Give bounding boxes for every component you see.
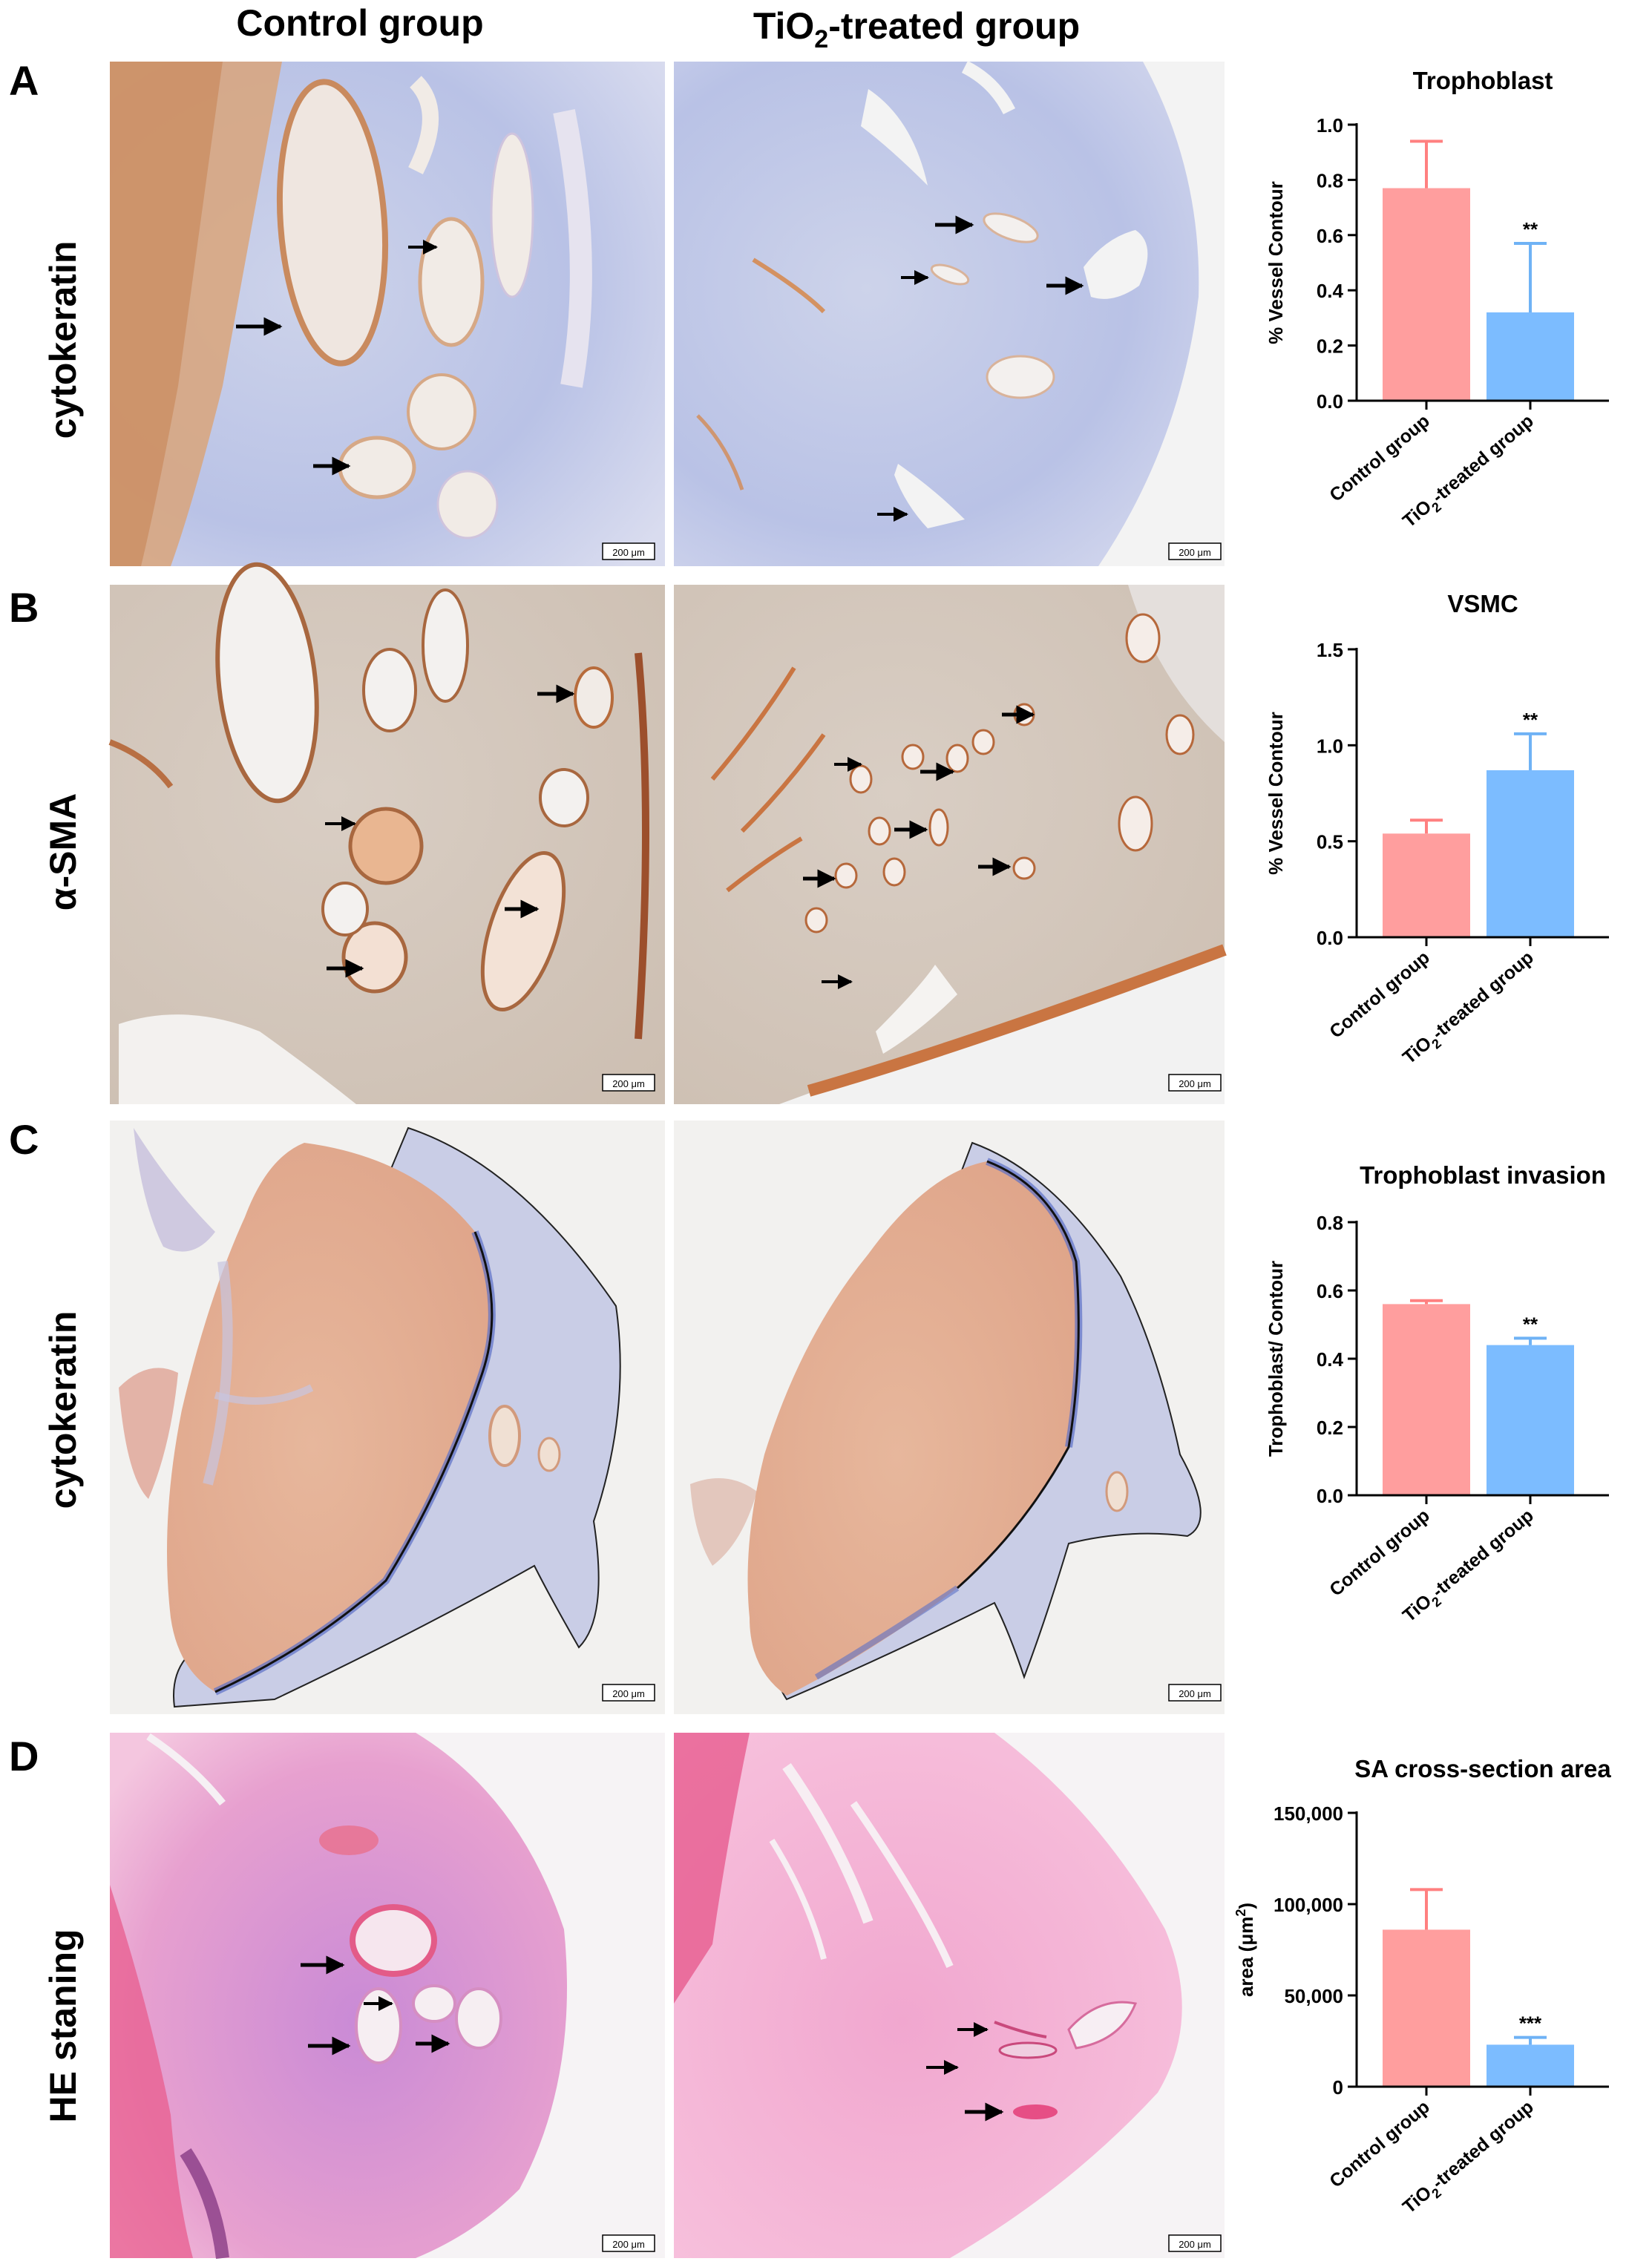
bar (1487, 1345, 1574, 1495)
micrograph-a-control: 200 μm (110, 62, 665, 566)
bar-chart-sa-cross-section-area: SA cross-section area 0 50,000 100,000 150,0… (1233, 1755, 1611, 2217)
bar (1383, 1304, 1470, 1495)
bar (1383, 833, 1470, 937)
significance-marker: ** (1523, 1313, 1538, 1335)
micrograph-a-treated: 200 μm (674, 60, 1225, 566)
panel-letter-a: A (9, 57, 39, 104)
micrograph-d-control: 200 μm (110, 1733, 665, 2260)
scale-bar-label: 200 μm (612, 1078, 645, 1089)
row-label-a: cytokeratin (42, 241, 84, 439)
bar (1487, 2044, 1574, 2087)
column-header-treated: TiO2-treated group (753, 5, 1080, 53)
chart-title: SA cross-section area (1354, 1755, 1611, 1782)
chart-title: VSMC (1447, 590, 1518, 617)
y-tick-label: 0.4 (1317, 280, 1344, 302)
significance-marker: ** (1523, 218, 1538, 240)
micrograph-b-control: 200 μm (108, 562, 665, 1104)
y-tick-label: 0.8 (1317, 1212, 1343, 1234)
scale-bar-label: 200 μm (612, 2239, 645, 2250)
panel-letter-d: D (9, 1733, 39, 1779)
y-axis-label: % Vessel Contour (1265, 181, 1287, 344)
micrograph-c-treated: 200 μm (674, 1121, 1225, 1714)
micrograph-b-treated: 200 μm (674, 585, 1227, 1104)
y-tick-label: 50,000 (1284, 1985, 1343, 2007)
panel-b: B α-SMA 200 μm (9, 562, 1227, 1104)
bar (1487, 312, 1574, 401)
scale-bar-label: 200 μm (1179, 1688, 1211, 1699)
scale-bar-label: 200 μm (612, 1688, 645, 1699)
scale-bar-label: 200 μm (612, 547, 645, 558)
scale-bar-label: 200 μm (1179, 2239, 1211, 2250)
y-tick-label: 0.2 (1317, 1417, 1343, 1439)
bar-chart-trophoblast-invasion: Trophoblast invasion 0.0 0.2 0.4 0.6 0.8 Troph… (1265, 1161, 1609, 1626)
row-label-b: α-SMA (42, 793, 84, 911)
y-tick-label: 1.5 (1317, 639, 1343, 661)
y-tick-label: 0.5 (1317, 831, 1343, 853)
y-tick-label: 0.8 (1317, 169, 1343, 191)
bar (1383, 188, 1470, 401)
y-tick-label: 0.0 (1317, 927, 1343, 949)
micrograph-c-control: 200 μm (110, 1121, 665, 1714)
chart-title: Trophoblast (1413, 67, 1553, 94)
y-tick-label: 0.6 (1317, 225, 1343, 247)
row-label-c: cytokeratin (42, 1311, 84, 1509)
micrograph-d-treated: 200 μm (674, 1733, 1225, 2258)
y-tick-label: 0.4 (1317, 1348, 1344, 1371)
y-tick-label: 0.0 (1317, 390, 1343, 413)
y-axis-label: area (μm2) (1233, 1903, 1257, 1997)
bar-chart-trophoblast: Trophoblast 0.0 0.2 0.4 0.6 0.8 1.0 % Vessel Co… (1265, 67, 1609, 531)
y-tick-label: 1.0 (1317, 735, 1343, 757)
bar (1487, 770, 1574, 937)
y-axis-label: % Vessel Contour (1265, 712, 1287, 875)
column-header-control: Control group (236, 2, 483, 44)
chart-title: Trophoblast invasion (1360, 1161, 1606, 1189)
panel-letter-b: B (9, 584, 39, 631)
significance-marker: *** (1519, 2012, 1542, 2035)
bar-chart-vsmc: VSMC 0.0 0.5 1.0 1.5 % Vessel Contour Control … (1265, 590, 1609, 1068)
y-tick-label: 150,000 (1274, 1802, 1343, 1825)
bar (1383, 1929, 1470, 2087)
x-tick-label: Control group (1325, 2096, 1434, 2192)
x-tick-label: Control group (1325, 947, 1434, 1043)
panel-d: D HE staning 200 μm (9, 1733, 1225, 2260)
x-tick-label: Control group (1325, 1505, 1434, 1601)
significance-marker: ** (1523, 709, 1538, 731)
y-tick-label: 0.0 (1317, 1485, 1343, 1507)
y-tick-label: 100,000 (1274, 1894, 1343, 1916)
y-axis-label: Trophoblast/ Contour (1265, 1261, 1287, 1457)
panel-c: C cytokeratin 200 μm (9, 1116, 1225, 1714)
panel-letter-c: C (9, 1116, 39, 1163)
y-tick-label: 0.6 (1317, 1280, 1343, 1302)
y-tick-label: 0 (1333, 2076, 1343, 2099)
y-tick-label: 0.2 (1317, 335, 1343, 358)
panel-a: A cytokeratin 200 μm (9, 57, 1225, 566)
scale-bar-label: 200 μm (1179, 547, 1211, 558)
y-tick-label: 1.0 (1317, 114, 1343, 137)
row-label-d: HE staning (42, 1929, 84, 2122)
x-tick-label: Control group (1325, 410, 1434, 506)
scale-bar-label: 200 μm (1179, 1078, 1211, 1089)
